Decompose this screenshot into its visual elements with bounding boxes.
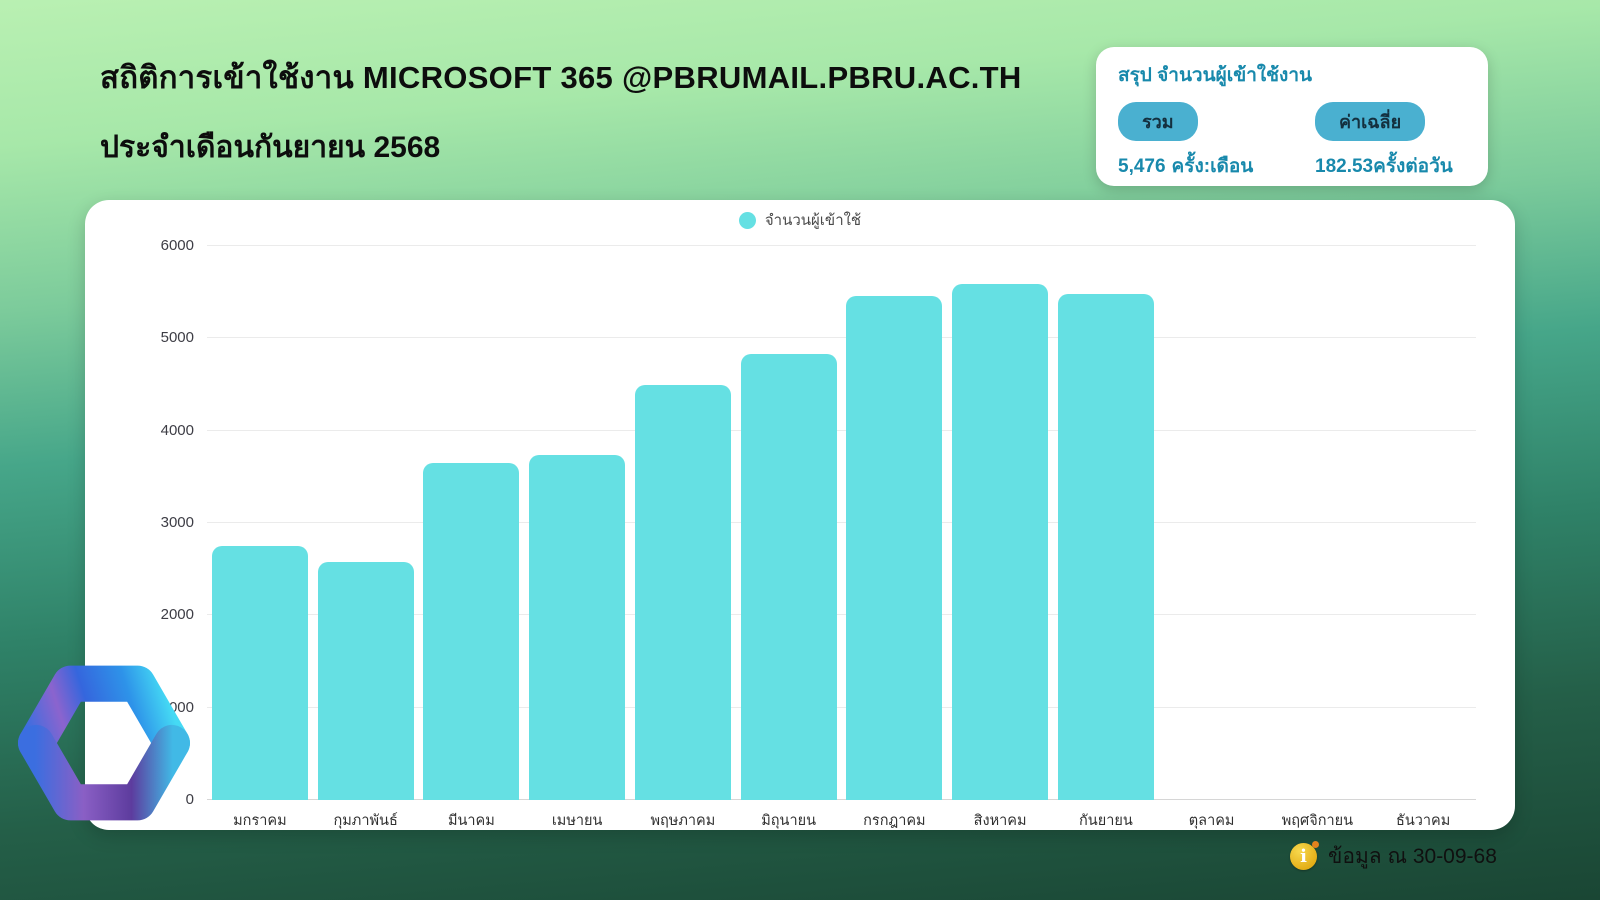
total-pill-button[interactable]: รวม xyxy=(1118,102,1198,141)
bar-slot-6 xyxy=(736,246,842,800)
bar-กุมภาพันธ์[interactable] xyxy=(317,561,414,800)
summary-average-column: ค่าเฉลี่ย 182.53ครั้งต่อวัน xyxy=(1299,102,1466,181)
bar-slot-8 xyxy=(947,246,1053,800)
bar-slot-1 xyxy=(207,246,313,800)
usage-summary-card: สรุป จำนวนผู้เข้าใช้งาน รวม 5,476 ครั้ง:เ… xyxy=(1096,47,1488,186)
y-axis-tick-label: 0 xyxy=(185,791,194,808)
bar-มิถุนายน[interactable] xyxy=(740,354,837,800)
usage-chart-card: จำนวนผู้เข้าใช้ 0 1000 2000 3000 4000 5000 600… xyxy=(85,200,1515,830)
bar-slot-3 xyxy=(419,246,525,800)
x-axis-label-11: พฤศจิกายน xyxy=(1281,813,1354,829)
average-value-number: 182.53 xyxy=(1315,156,1374,177)
gridline-y0: 0 xyxy=(186,791,1476,808)
total-value: 5,476 ครั้ง:เดือน xyxy=(1118,151,1285,181)
microsoft-365-logo-icon xyxy=(18,665,190,821)
x-axis-label-4: เมษายน xyxy=(551,813,603,829)
x-axis-label-3: มีนาคม xyxy=(447,813,495,829)
x-axis-label-9: กันยายน xyxy=(1079,813,1133,829)
x-axis-label-7: กรกฎาคม xyxy=(863,813,926,829)
bar-สิงหาคม[interactable] xyxy=(952,283,1049,800)
bar-slot-7 xyxy=(842,246,948,800)
x-axis-label-12: ธันวาคม xyxy=(1395,813,1451,829)
gridline-y6000: 6000 xyxy=(161,237,1476,254)
total-value-unit: ครั้ง:เดือน xyxy=(1171,156,1254,177)
bar-slot-12 xyxy=(1370,246,1476,800)
gridline-y5000: 5000 xyxy=(161,329,1476,346)
gridline-y3000: 3000 xyxy=(161,514,1476,531)
total-value-number: 5,476 xyxy=(1118,156,1166,177)
summary-total-column: รวม 5,476 ครั้ง:เดือน xyxy=(1118,102,1285,181)
info-icon: i xyxy=(1290,841,1319,870)
bar-slot-4 xyxy=(524,246,630,800)
y-axis-tick-label: 3000 xyxy=(160,514,194,531)
y-axis-tick-label: 6000 xyxy=(160,237,194,254)
gridline-y2000: 2000 xyxy=(161,606,1476,623)
average-value: 182.53ครั้งต่อวัน xyxy=(1315,151,1466,181)
page-title-line2: ประจำเดือนกันยายน 2568 xyxy=(100,131,441,164)
average-value-unit: ครั้งต่อวัน xyxy=(1373,156,1453,177)
x-axis-label-2: กุมภาพันธ์ xyxy=(333,813,398,829)
data-as-of-note: i ข้อมูล ณ 30-09-68 xyxy=(1290,840,1497,873)
bar-เมษายน[interactable] xyxy=(529,454,626,800)
legend-label: จำนวนผู้เข้าใช้ xyxy=(764,212,862,229)
data-as-of-text: ข้อมูล ณ 30-09-68 xyxy=(1328,845,1497,868)
bar-กรกฎาคม[interactable] xyxy=(846,295,943,800)
page-title-line1: สถิติการเข้าใช้งาน MICROSOFT 365 @PBRUMA… xyxy=(100,60,1022,95)
x-axis-label-1: มกราคม xyxy=(233,813,287,829)
y-axis-tick-label: 4000 xyxy=(160,421,194,439)
gridline-y4000: 4000 xyxy=(161,422,1476,439)
y-axis-tick-label: 5000 xyxy=(160,329,194,347)
bar-slot-2 xyxy=(313,246,419,800)
x-axis-label-8: สิงหาคม xyxy=(973,813,1027,829)
bar-slot-11 xyxy=(1265,246,1371,800)
y-axis-tick-label: 2000 xyxy=(160,606,194,624)
bar-slot-10 xyxy=(1159,246,1265,800)
summary-grid: รวม 5,476 ครั้ง:เดือน ค่าเฉลี่ย 182.53ครั… xyxy=(1118,102,1466,181)
bar-พฤษภาคม[interactable] xyxy=(634,384,731,800)
chart-legend[interactable]: จำนวนผู้เข้าใช้ xyxy=(85,208,1515,232)
x-axis-label-5: พฤษภาคม xyxy=(650,813,716,829)
bar-slot-9 xyxy=(1053,246,1159,800)
x-axis-label-6: มิถุนายน xyxy=(761,813,817,829)
bar-slot-5 xyxy=(630,246,736,800)
summary-title: สรุป จำนวนผู้เข้าใช้งาน xyxy=(1118,65,1312,86)
plot-area: 0 1000 2000 3000 4000 5000 6000 มกราคม กุมภาพันธ… xyxy=(161,237,1476,829)
page-title: สถิติการเข้าใช้งาน MICROSOFT 365 @PBRUMA… xyxy=(100,52,1022,171)
legend-marker-icon xyxy=(738,211,756,229)
average-pill-button[interactable]: ค่าเฉลี่ย xyxy=(1315,102,1426,141)
info-icon-dot xyxy=(1312,841,1319,848)
info-icon-glyph: i xyxy=(1300,845,1307,867)
bar-มีนาคม[interactable] xyxy=(423,462,520,800)
x-axis-label-10: ตุลาคม xyxy=(1188,813,1235,829)
bar-มกราคม[interactable] xyxy=(211,546,308,800)
bar-กันยายน[interactable] xyxy=(1057,294,1154,800)
